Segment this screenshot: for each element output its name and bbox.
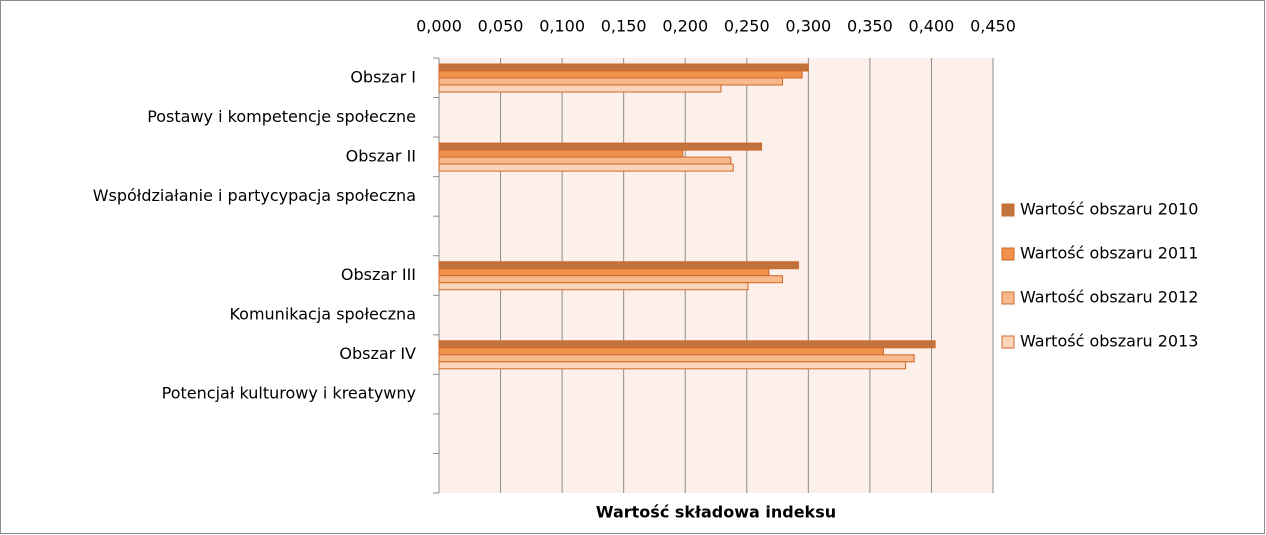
legend-swatch xyxy=(1001,203,1015,217)
bar xyxy=(438,142,763,151)
legend-label: Wartość obszaru 2012 xyxy=(1020,288,1198,307)
bar xyxy=(438,84,722,93)
bar xyxy=(438,340,936,349)
x-tick-label: 0,250 xyxy=(724,17,770,36)
y-tick-label: Obszar III xyxy=(341,265,416,284)
y-tick-label: Obszar I xyxy=(350,67,416,86)
bar xyxy=(438,163,734,172)
legend-label: Wartość obszaru 2011 xyxy=(1020,244,1198,263)
x-tick-label: 0,350 xyxy=(847,17,893,36)
bar xyxy=(438,63,809,72)
legend-swatch xyxy=(1001,291,1015,305)
legend-label: Wartość obszaru 2010 xyxy=(1020,200,1198,219)
x-tick-label: 0,400 xyxy=(909,17,955,36)
x-tick-label: 0,000 xyxy=(416,17,462,36)
bar xyxy=(438,156,732,165)
y-tick-label: Obszar IV xyxy=(339,344,416,363)
legend-swatch xyxy=(1001,335,1015,349)
y-tick-label: Komunikacja społeczna xyxy=(229,305,416,324)
y-tick-label: Współdziałanie i partycypacja społeczna xyxy=(93,186,416,205)
x-tick-label: 0,050 xyxy=(478,17,524,36)
legend-label: Wartość obszaru 2013 xyxy=(1020,332,1198,351)
x-tick-label: 0,200 xyxy=(662,17,708,36)
legend-swatch xyxy=(1001,247,1015,261)
x-tick-label: 0,300 xyxy=(785,17,831,36)
bar xyxy=(438,70,803,79)
bar xyxy=(438,347,884,356)
bar xyxy=(438,77,783,86)
x-tick-label: 0,100 xyxy=(539,17,585,36)
bar xyxy=(438,282,749,291)
bar xyxy=(438,149,684,158)
y-tick-label: Postawy i kompetencje społeczne xyxy=(147,107,416,126)
x-tick-label: 0,450 xyxy=(970,17,1016,36)
bar xyxy=(438,361,907,370)
bar xyxy=(438,354,915,363)
x-axis-title: Wartość składowa indeksu xyxy=(596,503,836,522)
bar xyxy=(438,261,799,270)
bar xyxy=(438,275,783,284)
y-tick-label: Obszar II xyxy=(346,146,416,165)
y-tick-label: Potencjał kulturowy i kreatywny xyxy=(162,384,416,403)
bar xyxy=(438,268,770,277)
x-tick-label: 0,150 xyxy=(601,17,647,36)
